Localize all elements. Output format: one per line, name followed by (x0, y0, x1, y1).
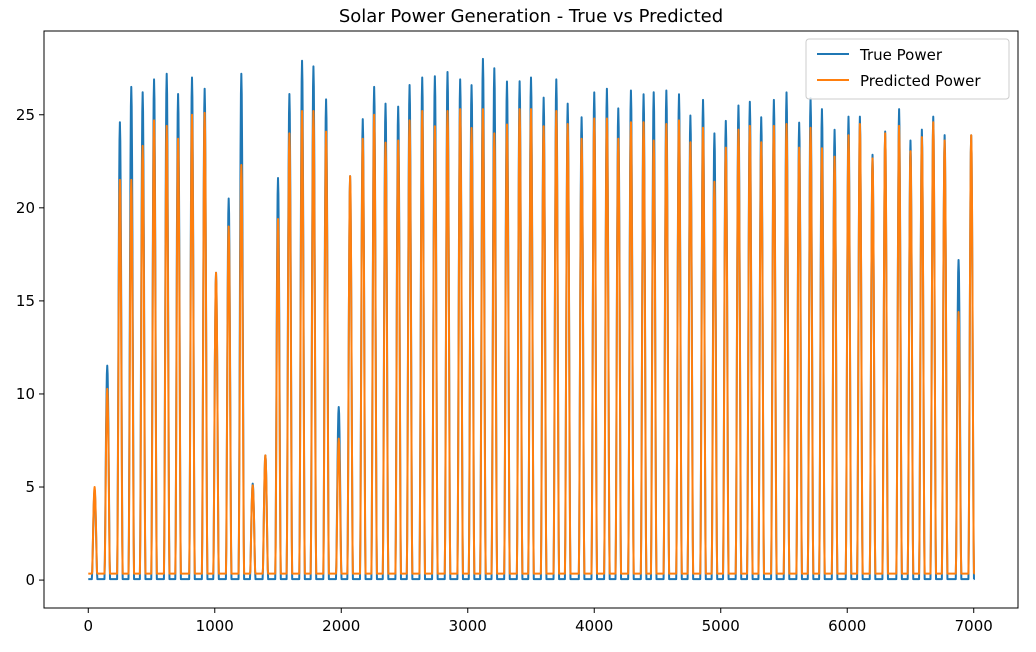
x-tick-label: 2000 (322, 617, 360, 635)
y-tick-label: 20 (16, 199, 35, 217)
x-tick-label: 3000 (449, 617, 487, 635)
legend-label-true-power: True Power (859, 46, 943, 64)
x-tick-label: 4000 (575, 617, 613, 635)
x-tick-label: 1000 (196, 617, 234, 635)
y-tick-label: 0 (25, 571, 35, 589)
y-tick-label: 25 (16, 106, 35, 124)
chart-title: Solar Power Generation - True vs Predict… (339, 6, 723, 27)
legend-label-predicted-power: Predicted Power (860, 72, 981, 90)
y-axis: 0 5 10 15 20 25 (16, 106, 44, 589)
x-tick-label: 6000 (828, 617, 866, 635)
x-tick-label: 0 (83, 617, 93, 635)
x-axis: 0 1000 2000 3000 4000 5000 6000 7000 (83, 608, 993, 635)
legend-box (805, 38, 1010, 100)
x-tick-label: 7000 (955, 617, 993, 635)
legend: True Power Predicted Power (805, 38, 1010, 100)
series-line-predicted-power (88, 108, 975, 575)
plot-area (88, 57, 975, 581)
x-tick-label: 5000 (702, 617, 740, 635)
y-tick-label: 5 (25, 478, 35, 496)
y-tick-label: 10 (16, 385, 35, 403)
y-tick-label: 15 (16, 292, 35, 310)
axes-frame (43, 30, 1019, 609)
